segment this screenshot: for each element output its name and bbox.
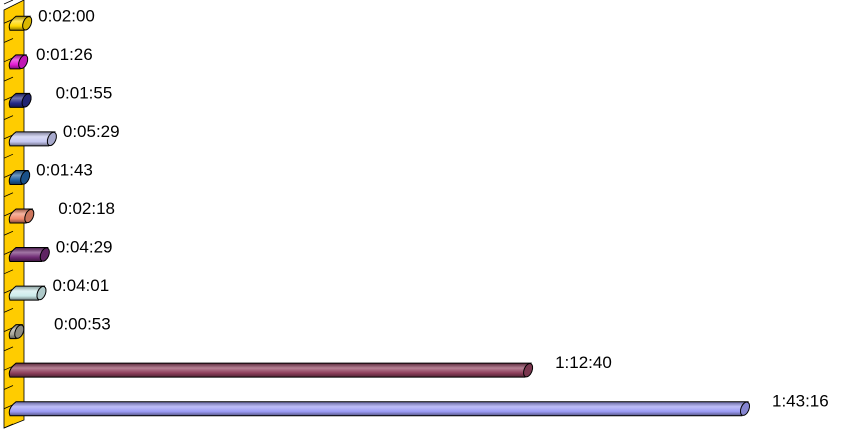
bar	[8, 15, 33, 31]
bar	[8, 324, 25, 340]
bar-cap	[739, 401, 751, 416]
axis-tick	[3, 346, 14, 352]
bar-value-label: 1:43:16	[772, 392, 829, 411]
bar-body	[8, 401, 749, 417]
axis-tick	[3, 0, 14, 5]
data-labels: 0:02:00 0:01:26 0:01:55 0:05:29 0:01:43 0:02:…	[36, 6, 829, 410]
bar-value-label: 0:04:01	[52, 276, 109, 295]
bar-value-label: 0:02:00	[38, 6, 95, 25]
axis-tick	[3, 423, 14, 429]
bar-body	[8, 131, 56, 147]
bar-cap	[46, 131, 57, 147]
axis-tick	[3, 269, 14, 275]
bar-value-label: 0:02:18	[58, 199, 115, 218]
bar-value-label: 0:00:53	[54, 315, 111, 334]
bar-cap	[24, 208, 35, 224]
bar-cap	[39, 247, 50, 262]
bars	[8, 15, 751, 417]
bar	[8, 131, 57, 147]
bar-cap	[20, 170, 31, 185]
bar-value-label: 0:04:29	[56, 238, 113, 257]
bar	[8, 169, 31, 185]
bar	[8, 247, 50, 263]
bar-body	[8, 285, 46, 301]
bar-cap	[22, 16, 33, 31]
bar-value-label: 0:05:29	[63, 122, 120, 141]
bar	[8, 92, 32, 108]
axis-tick	[3, 230, 14, 236]
axis-tick	[3, 192, 14, 198]
bar	[8, 285, 47, 301]
axis-tick	[3, 76, 14, 82]
bar-cap	[18, 54, 29, 69]
axis-tick	[3, 115, 14, 121]
bar	[8, 54, 29, 70]
bar-cap	[523, 363, 534, 378]
bar	[8, 208, 35, 224]
bar-body	[8, 247, 49, 263]
axis-tick	[3, 153, 14, 159]
bar-cap	[14, 324, 25, 339]
bar	[8, 401, 751, 417]
bar-body	[8, 362, 532, 378]
bar-value-label: 0:01:55	[56, 83, 113, 102]
bar-value-label: 1:12:40	[555, 353, 612, 372]
bar-cap	[21, 93, 32, 108]
axis-tick	[3, 38, 14, 43]
bar-cap	[36, 285, 47, 301]
bar-value-label: 0:01:43	[36, 160, 93, 179]
bar-value-label: 0:01:26	[36, 45, 93, 64]
bar	[8, 362, 534, 378]
axis-tick	[3, 385, 14, 390]
axis-tick	[3, 307, 14, 313]
